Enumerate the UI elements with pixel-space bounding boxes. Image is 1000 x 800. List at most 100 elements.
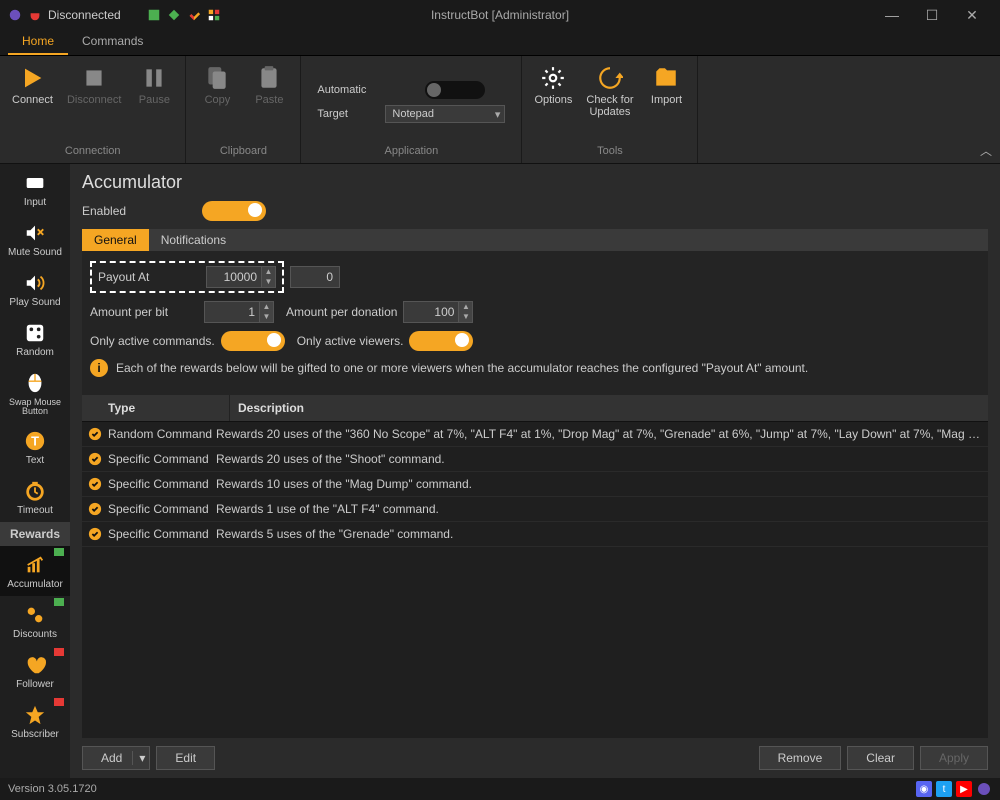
status-bar: Version 3.05.1720 ◉ t ▶	[0, 778, 1000, 800]
ribbon-group-connection: Connection	[6, 143, 179, 159]
only-active-viewers-label: Only active viewers.	[297, 334, 404, 348]
row-description: Rewards 10 uses of the "Mag Dump" comman…	[216, 477, 984, 491]
payout-at-input[interactable]: ▲▼	[206, 266, 276, 288]
sidebar-item-text[interactable]: T Text	[0, 422, 70, 472]
sidebar-item-swap-mouse[interactable]: Swap Mouse Button	[0, 364, 70, 422]
sidebar-item-follower[interactable]: Follower	[0, 646, 70, 696]
row-type: Specific Command	[104, 477, 216, 491]
menu-tabs: Home Commands	[0, 30, 1000, 56]
title-bar: Disconnected InstructBot [Administrator]…	[0, 0, 1000, 30]
discord-icon[interactable]: ◉	[916, 781, 932, 797]
amount-per-bit-input[interactable]: ▲▼	[204, 301, 274, 323]
svg-text:T: T	[31, 434, 39, 449]
minimize-button[interactable]: —	[872, 0, 912, 30]
version-text: Version 3.05.1720	[8, 783, 97, 795]
clear-button[interactable]: Clear	[847, 746, 914, 770]
tab-home[interactable]: Home	[8, 30, 68, 55]
subtab-notifications[interactable]: Notifications	[149, 229, 238, 251]
badge-green	[54, 598, 64, 606]
page-title: Accumulator	[82, 172, 988, 193]
amount-per-bit-label: Amount per bit	[90, 305, 198, 319]
sidebar-item-discounts[interactable]: Discounts	[0, 596, 70, 646]
amount-per-donation-label: Amount per donation	[286, 305, 397, 319]
disconnect-button[interactable]: Disconnect	[61, 60, 127, 143]
sidebar-item-timeout[interactable]: Timeout	[0, 472, 70, 522]
ribbon: Connect Disconnect Pause Connection Copy…	[0, 56, 1000, 164]
payout-current-display: 0	[290, 266, 340, 288]
apply-button[interactable]: Apply	[920, 746, 988, 770]
connect-button[interactable]: Connect	[6, 60, 59, 143]
col-type[interactable]: Type	[100, 395, 230, 421]
payout-at-label: Payout At	[98, 270, 198, 284]
row-description: Rewards 20 uses of the "360 No Scope" at…	[216, 427, 984, 441]
pause-button[interactable]: Pause	[129, 60, 179, 143]
sidebar-item-accumulator[interactable]: Accumulator	[0, 546, 70, 596]
table-row[interactable]: Specific CommandRewards 1 use of the "AL…	[82, 497, 988, 522]
only-active-viewers-toggle[interactable]	[409, 331, 473, 351]
toolbar-icon-2[interactable]	[167, 8, 181, 22]
window-title: InstructBot [Administrator]	[431, 8, 569, 22]
remove-button[interactable]: Remove	[759, 746, 842, 770]
amount-per-donation-input[interactable]: ▲▼	[403, 301, 473, 323]
sidebar-item-subscriber[interactable]: Subscriber	[0, 696, 70, 746]
plug-icon	[28, 8, 42, 22]
only-active-commands-toggle[interactable]	[221, 331, 285, 351]
info-text: Each of the rewards below will be gifted…	[116, 361, 808, 375]
badge-red	[54, 698, 64, 706]
enabled-toggle[interactable]	[202, 201, 266, 221]
info-icon: i	[90, 359, 108, 377]
youtube-icon[interactable]: ▶	[956, 781, 972, 797]
toolbar-icon-4[interactable]	[207, 8, 221, 22]
row-description: Rewards 5 uses of the "Grenade" command.	[216, 527, 984, 541]
target-select[interactable]: Notepad	[385, 105, 505, 123]
tab-commands[interactable]: Commands	[68, 30, 157, 55]
edit-button[interactable]: Edit	[156, 746, 215, 770]
options-button[interactable]: Options	[528, 60, 578, 143]
status-app-icon	[976, 781, 992, 797]
sidebar-item-mute-sound[interactable]: Mute Sound	[0, 214, 70, 264]
sidebar-item-random[interactable]: Random	[0, 314, 70, 364]
target-label: Target	[317, 108, 377, 120]
table-row[interactable]: Specific CommandRewards 20 uses of the "…	[82, 447, 988, 472]
import-button[interactable]: Import	[641, 60, 691, 143]
badge-green	[54, 548, 64, 556]
connection-status: Disconnected	[48, 8, 121, 22]
toolbar-icon-1[interactable]	[147, 8, 161, 22]
sidebar-item-input[interactable]: Input	[0, 164, 70, 214]
ribbon-collapse-button[interactable]: ︿	[980, 142, 992, 159]
sidebar-header-rewards[interactable]: Rewards	[0, 522, 70, 546]
col-description[interactable]: Description	[230, 395, 988, 421]
row-type: Specific Command	[104, 502, 216, 516]
sidebar-item-play-sound[interactable]: Play Sound	[0, 264, 70, 314]
reward-icon	[86, 427, 104, 441]
content-panel: Accumulator Enabled General Notification…	[70, 164, 1000, 778]
check-updates-button[interactable]: Check for Updates	[580, 60, 639, 143]
table-row[interactable]: Specific CommandRewards 5 uses of the "G…	[82, 522, 988, 547]
row-description: Rewards 1 use of the "ALT F4" command.	[216, 502, 984, 516]
reward-icon	[86, 527, 104, 541]
enabled-label: Enabled	[82, 204, 192, 218]
copy-button[interactable]: Copy	[192, 60, 242, 143]
toolbar-icon-3[interactable]	[187, 8, 201, 22]
ribbon-group-tools: Tools	[528, 143, 691, 159]
paste-button[interactable]: Paste	[244, 60, 294, 143]
reward-icon	[86, 452, 104, 466]
row-description: Rewards 20 uses of the "Shoot" command.	[216, 452, 984, 466]
table-row[interactable]: Random CommandRewards 20 uses of the "36…	[82, 422, 988, 447]
row-type: Specific Command	[104, 527, 216, 541]
ribbon-group-clipboard: Clipboard	[192, 143, 294, 159]
automatic-label: Automatic	[317, 84, 377, 96]
reward-icon	[86, 502, 104, 516]
only-active-commands-label: Only active commands.	[90, 334, 215, 348]
close-button[interactable]: ✕	[952, 0, 992, 30]
app-icon	[8, 8, 22, 22]
subtab-general[interactable]: General	[82, 229, 149, 251]
sidebar: Input Mute Sound Play Sound Random Swap …	[0, 164, 70, 778]
add-button[interactable]: Add▾	[82, 746, 150, 770]
sub-tabs: General Notifications	[82, 229, 988, 251]
twitter-icon[interactable]: t	[936, 781, 952, 797]
automatic-toggle[interactable]	[425, 81, 485, 99]
maximize-button[interactable]: ☐	[912, 0, 952, 30]
reward-icon	[86, 477, 104, 491]
table-row[interactable]: Specific CommandRewards 10 uses of the "…	[82, 472, 988, 497]
